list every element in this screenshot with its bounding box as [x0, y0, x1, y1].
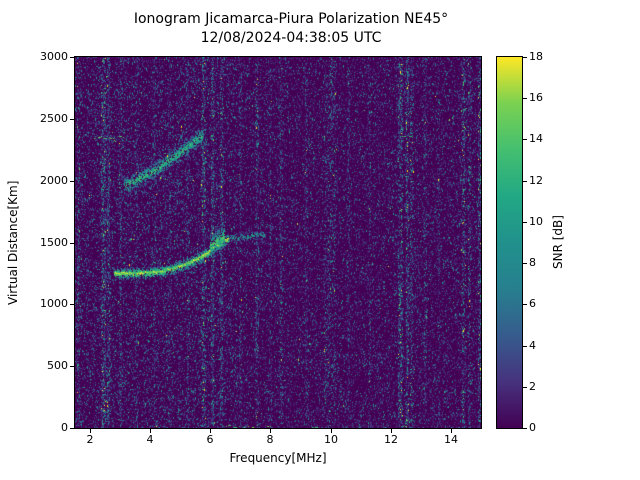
y-tick-mark [70, 428, 74, 429]
colorbar-tick-label: 18 [529, 50, 543, 63]
y-axis-label: Virtual Distance[Km] [6, 180, 20, 305]
colorbar-tick-mark [523, 181, 527, 182]
x-tick-mark [90, 429, 91, 433]
x-tick-mark [451, 429, 452, 433]
y-tick-mark [70, 181, 74, 182]
colorbar-tick-mark [523, 428, 527, 429]
chart-timestamp: 12/08/2024-04:38:05 UTC [200, 30, 382, 46]
x-tick-label: 10 [324, 433, 338, 446]
y-tick-mark [70, 57, 74, 58]
x-tick-mark [210, 429, 211, 433]
colorbar-tick-label: 16 [529, 91, 543, 104]
y-tick-mark [70, 243, 74, 244]
colorbar-tick-mark [523, 98, 527, 99]
x-tick-label: 6 [206, 433, 214, 446]
y-tick-label: 2500 [40, 112, 68, 125]
x-tick-label: 2 [86, 433, 94, 446]
x-tick-mark [270, 429, 271, 433]
chart-title: Ionogram Jicamarca-Piura Polarization NE… [133, 11, 449, 27]
colorbar-tick-label: 2 [529, 380, 536, 393]
y-tick-label: 2000 [40, 174, 68, 187]
colorbar-tick-mark [523, 139, 527, 140]
y-tick-label: 1500 [40, 236, 68, 249]
colorbar-tick-label: 12 [529, 174, 543, 187]
y-tick-mark [70, 304, 74, 305]
x-tick-mark [391, 429, 392, 433]
colorbar-tick-mark [523, 346, 527, 347]
y-tick-mark [70, 119, 74, 120]
colorbar-tick-mark [523, 57, 527, 58]
x-tick-label: 14 [444, 433, 458, 446]
colorbar-tick-label: 8 [529, 256, 536, 269]
x-tick-label: 12 [384, 433, 398, 446]
colorbar-tick-mark [523, 387, 527, 388]
x-axis-label: Frequency[MHz] [229, 451, 327, 465]
colorbar-tick-mark [523, 222, 527, 223]
heatmap-plot-area [74, 56, 482, 429]
x-tick-mark [331, 429, 332, 433]
colorbar-tick-label: 0 [529, 421, 536, 434]
ionogram-heatmap-canvas [75, 57, 481, 428]
colorbar-tick-label: 6 [529, 297, 536, 310]
x-tick-label: 4 [146, 433, 154, 446]
colorbar-tick-label: 10 [529, 215, 543, 228]
y-tick-mark [70, 366, 74, 367]
y-tick-label: 0 [61, 421, 68, 434]
colorbar-gradient [496, 56, 523, 429]
colorbar-tick-label: 14 [529, 132, 543, 145]
x-tick-label: 8 [266, 433, 274, 446]
y-tick-label: 1000 [40, 297, 68, 310]
colorbar-tick-label: 4 [529, 339, 536, 352]
x-tick-mark [150, 429, 151, 433]
colorbar-label: SNR [dB] [551, 215, 565, 270]
colorbar-tick-mark [523, 304, 527, 305]
y-tick-label: 3000 [40, 50, 68, 63]
y-tick-label: 500 [47, 359, 68, 372]
colorbar-tick-mark [523, 263, 527, 264]
